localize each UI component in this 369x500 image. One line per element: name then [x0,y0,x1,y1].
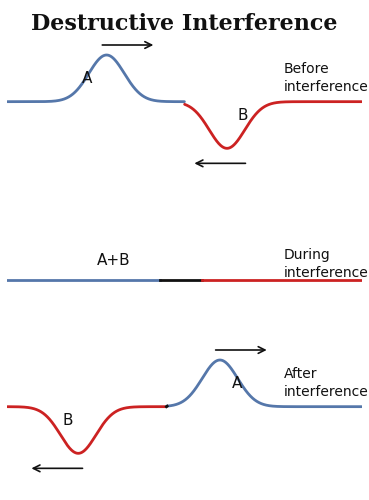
Text: A+B: A+B [97,253,131,268]
Text: Before
interference: Before interference [284,62,368,94]
Text: After
interference: After interference [284,366,368,399]
Text: A: A [232,376,243,392]
Text: B: B [62,413,73,428]
Text: Destructive Interference: Destructive Interference [31,12,338,34]
Text: A: A [82,72,92,86]
Text: During
interference: During interference [284,248,368,280]
Text: B: B [238,108,248,123]
